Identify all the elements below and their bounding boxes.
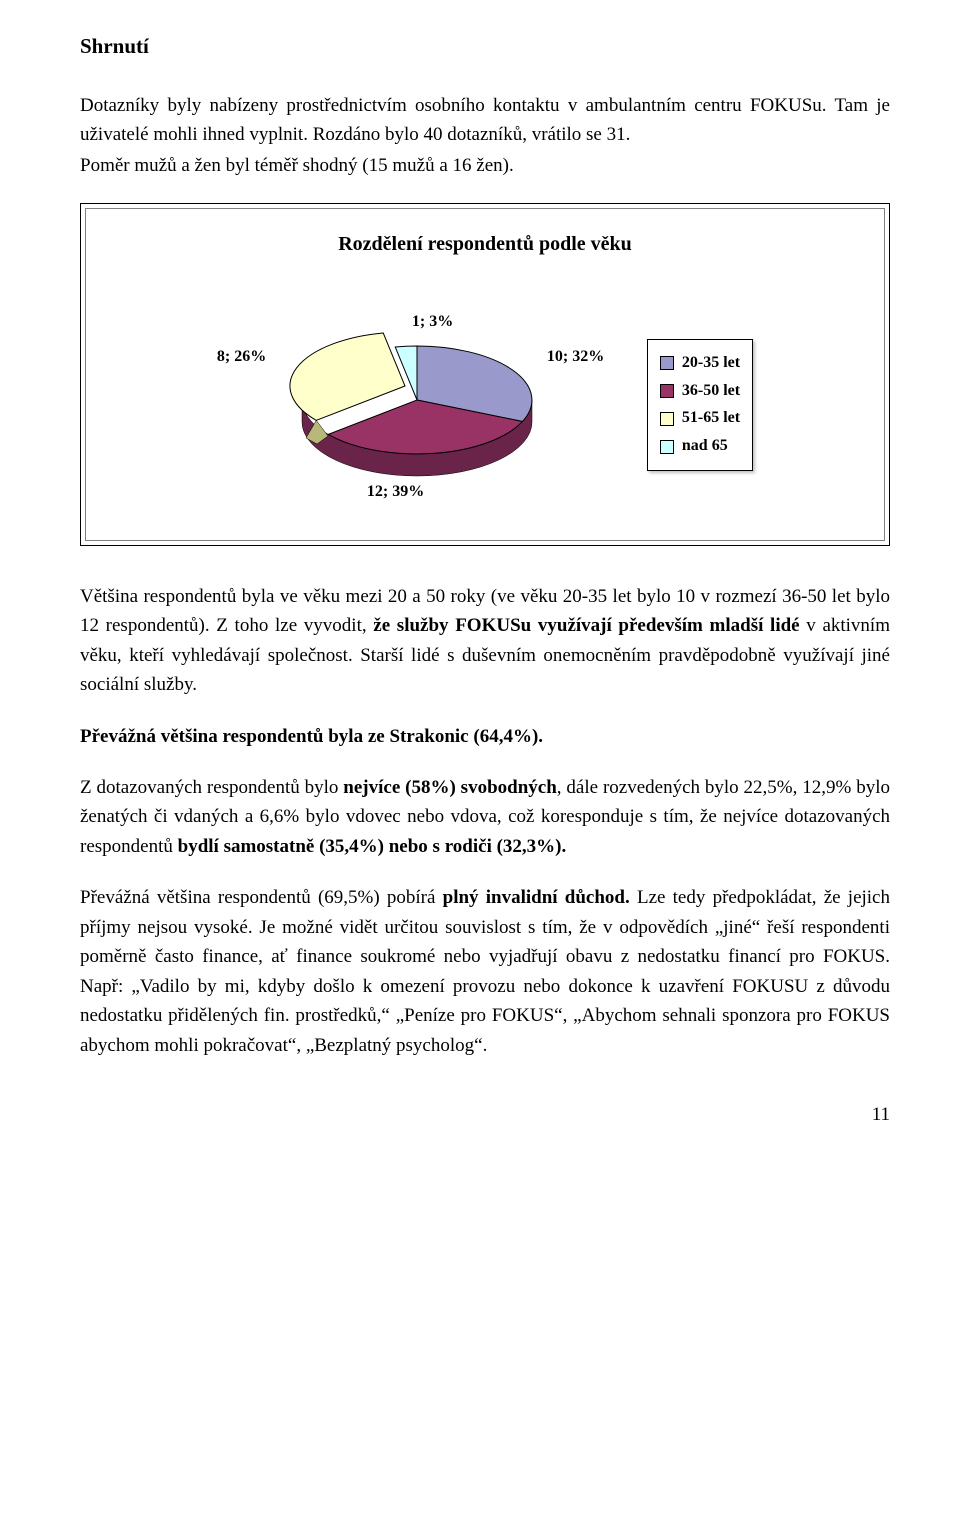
page-number: 11 [80, 1100, 890, 1129]
legend-swatch [660, 384, 674, 398]
text-run-bold: bydlí samostatně (35,4%) nebo s rodiči (… [178, 836, 567, 857]
section-heading: Shrnutí [80, 30, 890, 63]
pie-slice-51-65 [290, 333, 405, 420]
text-run-bold: že služby FOKUSu využívají především mla… [373, 615, 799, 636]
text-run: Z dotazovaných respondentů bylo [80, 777, 343, 798]
body-paragraph-5: Převážná většina respondentů (69,5%) pob… [80, 883, 890, 1060]
text-run-bold: nejvíce (58%) svobodných [343, 777, 556, 798]
age-chart-frame: Rozdělení respondentů podle věku [80, 203, 890, 546]
age-chart-inner: Rozdělení respondentů podle věku [85, 208, 885, 541]
legend-item-nad-65: nad 65 [660, 434, 740, 459]
legend-label: 36-50 let [682, 379, 740, 404]
text-run: Převážná většina respondentů (69,5%) pob… [80, 887, 443, 908]
pie-wrap: 8; 26% 1; 3% 10; 32% 12; 39% [217, 310, 617, 500]
intro-paragraph-1: Dotazníky byly nabízeny prostřednictvím … [80, 91, 890, 150]
legend-item-36-50: 36-50 let [660, 379, 740, 404]
body-paragraph-3: Převážná většina respondentů byla ze Str… [80, 722, 890, 751]
chart-legend: 20-35 let 36-50 let 51-65 let nad 65 [647, 339, 753, 471]
pie-label-51-65: 8; 26% [217, 345, 266, 370]
intro-paragraph-2: Poměr mužů a žen byl téměř shodný (15 mu… [80, 151, 890, 180]
legend-swatch [660, 356, 674, 370]
chart-body: 8; 26% 1; 3% 10; 32% 12; 39% 20-35 let 3… [106, 310, 864, 500]
legend-label: 20-35 let [682, 351, 740, 376]
legend-item-51-65: 51-65 let [660, 406, 740, 431]
legend-label: 51-65 let [682, 406, 740, 431]
text-run: Lze tedy předpokládat, že jejich příjmy … [80, 887, 890, 1055]
text-run-bold: plný invalidní důchod. [443, 887, 630, 908]
pie-label-nad-65: 1; 3% [412, 310, 453, 335]
pie-label-36-50: 12; 39% [367, 480, 424, 505]
chart-title: Rozdělení respondentů podle věku [106, 229, 864, 260]
pie-chart-svg [267, 330, 567, 500]
legend-label: nad 65 [682, 434, 728, 459]
pie-label-20-35: 10; 32% [547, 345, 604, 370]
body-paragraph-4: Z dotazovaných respondentů bylo nejvíce … [80, 773, 890, 861]
body-paragraph-2: Většina respondentů byla ve věku mezi 20… [80, 582, 890, 700]
legend-swatch [660, 412, 674, 426]
legend-item-20-35: 20-35 let [660, 351, 740, 376]
legend-swatch [660, 440, 674, 454]
